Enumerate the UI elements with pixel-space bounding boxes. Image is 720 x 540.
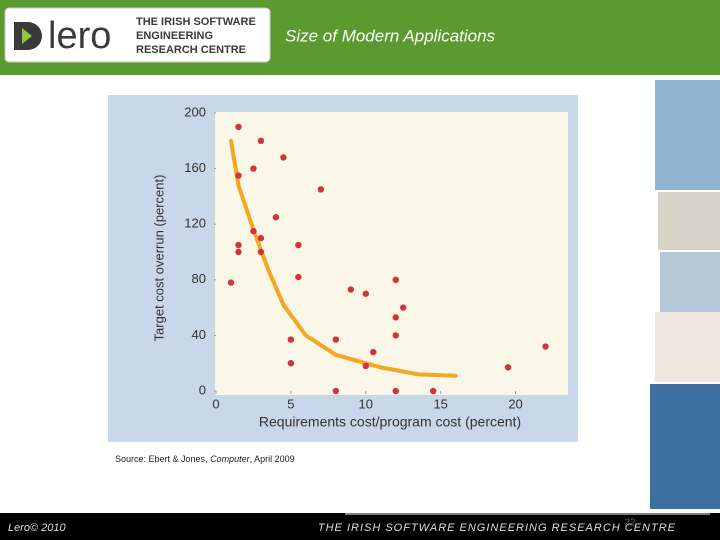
scatter-point bbox=[504, 364, 512, 371]
scatter-point bbox=[295, 241, 302, 249]
logo-icon-accent bbox=[22, 28, 32, 44]
scatter-point bbox=[362, 362, 369, 370]
scatter-point bbox=[392, 314, 399, 321]
logo-word: lero bbox=[48, 15, 111, 57]
scatter-point bbox=[287, 360, 295, 367]
scatter-point bbox=[392, 332, 399, 339]
scatter-point bbox=[347, 286, 355, 293]
scatter-point bbox=[235, 241, 242, 249]
image-circuit bbox=[650, 384, 720, 509]
scatter-point bbox=[542, 343, 549, 350]
image-face bbox=[655, 80, 720, 190]
footer-bar bbox=[0, 513, 720, 540]
scatter-point bbox=[250, 227, 257, 235]
scatter-point bbox=[429, 387, 437, 395]
x-axis-label: Requirements cost/program cost (percent) bbox=[259, 414, 521, 430]
scatter-point bbox=[257, 248, 265, 256]
scatter-point bbox=[280, 154, 287, 161]
scatter-point bbox=[332, 387, 340, 395]
x-tick-label: 15 bbox=[433, 396, 447, 411]
scatter-point bbox=[257, 234, 265, 242]
source-prefix: Source: Ebert & Jones, bbox=[115, 454, 210, 464]
scatter-point bbox=[227, 279, 235, 286]
page-number: 22 bbox=[624, 518, 636, 529]
scatter-point bbox=[400, 304, 407, 311]
scatter-point bbox=[370, 348, 377, 356]
scatter-point bbox=[235, 123, 242, 131]
footer-right: THE IRISH SOFTWARE ENGINEERING RESEARCH … bbox=[318, 522, 676, 534]
source-note: Source: Ebert & Jones, Computer, April 2… bbox=[115, 454, 295, 464]
image-keyboard bbox=[660, 252, 720, 312]
y-tick-label: 80 bbox=[192, 271, 206, 286]
x-tick-label: 5 bbox=[287, 396, 294, 411]
y-tick-label: 120 bbox=[184, 216, 206, 231]
logo-box bbox=[4, 7, 271, 63]
source-suffix: , April 2009 bbox=[250, 454, 295, 464]
y-tick-label: 0 bbox=[199, 382, 206, 397]
scatter-point bbox=[317, 186, 325, 193]
scatter-point bbox=[362, 290, 369, 297]
y-axis-label: Target cost overrun (percent) bbox=[151, 175, 166, 342]
scatter-point bbox=[392, 276, 399, 283]
scatter-point bbox=[287, 336, 295, 343]
image-woman bbox=[655, 312, 720, 382]
scatter-point bbox=[332, 336, 340, 343]
trend-curve bbox=[228, 138, 458, 378]
y-tick-label: 160 bbox=[184, 160, 206, 175]
logo-line: RESEARCH CENTRE bbox=[136, 44, 246, 56]
scatter-point bbox=[257, 137, 265, 144]
logo-line: THE IRISH SOFTWARE bbox=[136, 16, 256, 28]
y-tick-label: 40 bbox=[192, 327, 206, 342]
source-journal: Computer bbox=[210, 454, 251, 464]
scatter-point bbox=[235, 172, 242, 179]
x-tick-label: 0 bbox=[212, 396, 219, 411]
scatter-point bbox=[250, 165, 257, 172]
x-tick-label: 10 bbox=[359, 396, 373, 411]
footer-left: Lero© 2010 bbox=[8, 522, 67, 534]
scatter-point bbox=[392, 387, 399, 395]
scatter-point bbox=[235, 248, 242, 256]
y-tick-label: 200 bbox=[184, 104, 206, 119]
logo-line: ENGINEERING bbox=[136, 30, 213, 42]
image-people bbox=[658, 192, 720, 250]
side-images bbox=[650, 80, 720, 509]
scatter-point bbox=[295, 273, 302, 281]
x-tick-label: 20 bbox=[508, 396, 522, 411]
plot-area bbox=[215, 112, 568, 395]
slide-title: Size of Modern Applications bbox=[285, 26, 496, 45]
scatter-point bbox=[272, 214, 280, 221]
